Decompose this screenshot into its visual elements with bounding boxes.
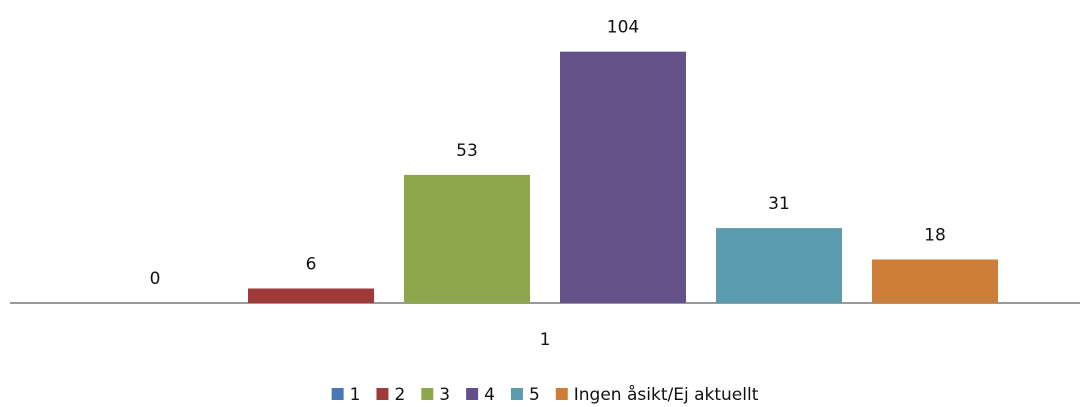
bar	[716, 228, 842, 303]
legend-label: 5	[529, 385, 540, 405]
data-label: 104	[607, 18, 639, 38]
legend-swatch	[376, 388, 389, 400]
data-label: 31	[768, 194, 790, 214]
legend-label: Ingen åsikt/Ej aktuellt	[574, 384, 759, 405]
legend-swatch	[421, 388, 434, 400]
data-label: 53	[456, 141, 478, 161]
bar	[404, 174, 530, 303]
legend-swatch	[331, 388, 344, 400]
legend-label: 2	[394, 385, 405, 405]
legend-swatch	[466, 388, 479, 400]
legend-label: 3	[439, 385, 450, 405]
data-label: 18	[924, 226, 946, 246]
legend-swatch	[555, 388, 568, 400]
legend-label: 4	[484, 385, 495, 405]
bar	[248, 288, 374, 303]
data-label: 6	[306, 255, 317, 275]
legend-label: 1	[350, 385, 361, 405]
legend-swatch	[510, 388, 523, 400]
x-tick-label: 1	[540, 330, 551, 350]
bar	[872, 259, 998, 303]
data-label: 0	[150, 269, 161, 289]
bar	[560, 51, 686, 303]
